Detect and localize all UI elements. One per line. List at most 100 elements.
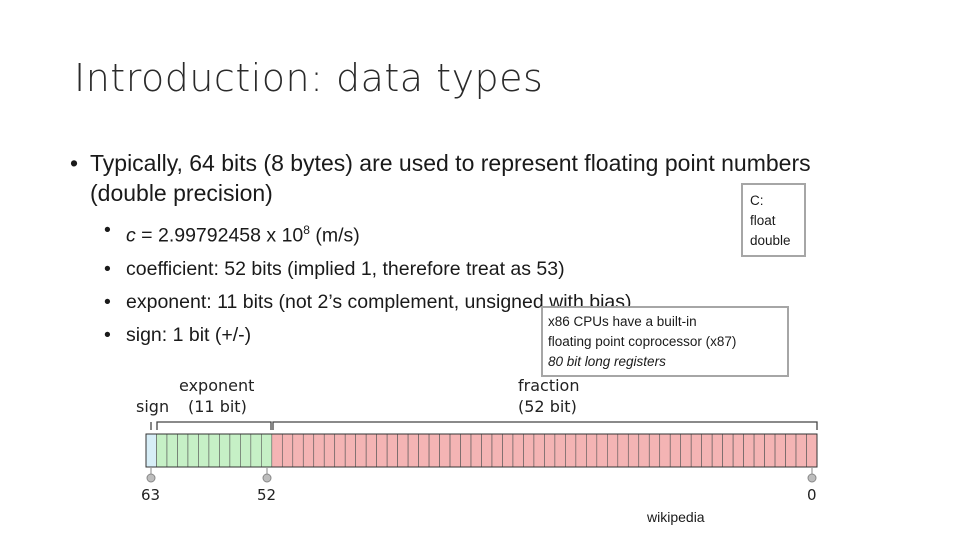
fraction-bit-cell: [523, 433, 535, 468]
fraction-bit-cell: [701, 433, 713, 468]
exponent-bit-cell: [250, 433, 262, 468]
note-x86-line3: 80 bit long registers: [548, 354, 666, 369]
fraction-bit-cell: [376, 433, 388, 468]
fraction-bracket: [272, 421, 818, 430]
fraction-bit-cell: [648, 433, 661, 468]
sub-bullet-c: c = 2.99792458 x 108 (m/s): [70, 214, 830, 253]
fraction-bit-cell: [565, 433, 577, 468]
exponent-bit-cell: [219, 433, 231, 468]
exponent-bit-cell: [177, 433, 189, 468]
fraction-bit-cell: [764, 433, 776, 468]
fraction-bit-cell: [292, 433, 304, 468]
fraction-bit-cell: [460, 433, 472, 468]
exponent-label: exponent: [179, 376, 254, 395]
fraction-bit-cell: [418, 433, 430, 468]
exponent-bit-cell: [261, 433, 273, 468]
fraction-bit-cell: [502, 433, 514, 468]
fraction-bit-cell: [575, 433, 587, 468]
fraction-bit-cell: [533, 433, 545, 468]
fraction-bit-cell: [638, 433, 650, 468]
c-exponent: 8: [303, 223, 310, 237]
fraction-bit-cell: [544, 433, 556, 468]
note-x86-line2: floating point coprocessor (x87): [548, 334, 737, 349]
fraction-bit-cell: [627, 433, 640, 468]
fraction-bit-cell: [596, 433, 608, 468]
exponent-bit-cell: [156, 433, 168, 468]
fraction-bit-cell: [680, 433, 692, 468]
exponent-bit-cell: [240, 433, 252, 468]
marker-52-dot: [262, 473, 272, 483]
fraction-bit-cell: [785, 433, 797, 468]
sign-bit-cell: [145, 433, 157, 468]
fraction-bit-cell: [491, 433, 503, 468]
note-x86: x86 CPUs have a built-in floating point …: [541, 306, 789, 377]
fraction-bit-cell: [617, 433, 629, 468]
fraction-bit-cell: [449, 433, 461, 468]
exponent-bit-cell: [187, 433, 199, 468]
exponent-bit-cell: [166, 433, 178, 468]
c-equation: = 2.99792458 x 10: [135, 224, 304, 247]
fraction-bit-cell: [282, 433, 294, 468]
bullet-list: Typically, 64 bits (8 bytes) are used to…: [70, 148, 830, 352]
slide-title: Introduction: data types: [74, 56, 544, 100]
bit-cells: [145, 433, 818, 468]
fraction-bit-cell: [365, 433, 377, 468]
marker-63-dot: [146, 473, 156, 483]
fraction-bit-cell: [659, 433, 671, 468]
fraction-bit-cell: [302, 433, 315, 468]
fraction-bit-cell: [806, 433, 818, 468]
sub-bullet-list: c = 2.99792458 x 108 (m/s) coefficient: …: [70, 214, 830, 352]
bullet-main: Typically, 64 bits (8 bytes) are used to…: [70, 148, 830, 208]
marker-63-label: 63: [141, 486, 160, 504]
double-precision-diagram: sign exponent (11 bit) fraction (52 bit)…: [136, 376, 818, 504]
fraction-bit-cell: [512, 433, 524, 468]
fraction-label: fraction: [518, 376, 579, 395]
fraction-bit-cell: [481, 433, 493, 468]
fraction-bit-cell: [355, 433, 367, 468]
note-c-line1: C:: [750, 193, 764, 208]
c-variable: c: [126, 224, 136, 247]
fraction-bit-cell: [439, 433, 451, 468]
fraction-bit-cell: [586, 433, 598, 468]
exponent-bracket: [156, 421, 272, 430]
fraction-bit-cell: [470, 433, 482, 468]
fraction-bit-cell: [774, 433, 786, 468]
marker-52-label: 52: [257, 486, 276, 504]
fraction-bit-cell: [334, 433, 346, 468]
marker-0-label: 0: [807, 486, 817, 504]
fraction-bit-cell: [669, 433, 681, 468]
fraction-bit-cell: [722, 433, 734, 468]
fraction-bit-cell: [407, 433, 419, 468]
marker-0-dot: [807, 473, 817, 483]
exponent-bit-cell: [208, 433, 220, 468]
sub-bullet-sign: sign: 1 bit (+/-): [70, 319, 830, 352]
exponent-bit-cell: [198, 433, 210, 468]
sub-bullet-coefficient: coefficient: 52 bits (implied 1, therefo…: [70, 253, 830, 286]
c-unit: (m/s): [309, 224, 360, 247]
note-x86-line1: x86 CPUs have a built-in: [548, 314, 697, 329]
fraction-bit-cell: [690, 433, 702, 468]
fraction-bit-cell: [607, 433, 619, 468]
fraction-bit-cell: [271, 433, 283, 468]
fraction-bit-cell: [344, 433, 356, 468]
note-c-line2: float: [750, 213, 776, 228]
fraction-bit-cell: [743, 433, 755, 468]
exponent-bit-cell: [229, 433, 241, 468]
fraction-bits-label: (52 bit): [518, 397, 577, 416]
exponent-bits-label: (11 bit): [188, 397, 247, 416]
fraction-bit-cell: [386, 433, 398, 468]
sub-bullet-exponent: exponent: 11 bits (not 2’s complement, u…: [70, 286, 830, 319]
fraction-bit-cell: [428, 433, 440, 468]
source-credit: wikipedia: [647, 509, 705, 525]
note-c-types: C: float double: [741, 183, 806, 257]
fraction-bit-cell: [795, 433, 807, 468]
note-c-line3: double: [750, 233, 791, 248]
sign-label: sign: [136, 397, 169, 416]
fraction-bit-cell: [323, 433, 336, 468]
fraction-bit-cell: [711, 433, 723, 468]
fraction-bit-cell: [313, 433, 325, 468]
fraction-bit-cell: [554, 433, 566, 468]
fraction-bit-cell: [753, 433, 765, 468]
bit-cells-outline: [145, 433, 818, 468]
